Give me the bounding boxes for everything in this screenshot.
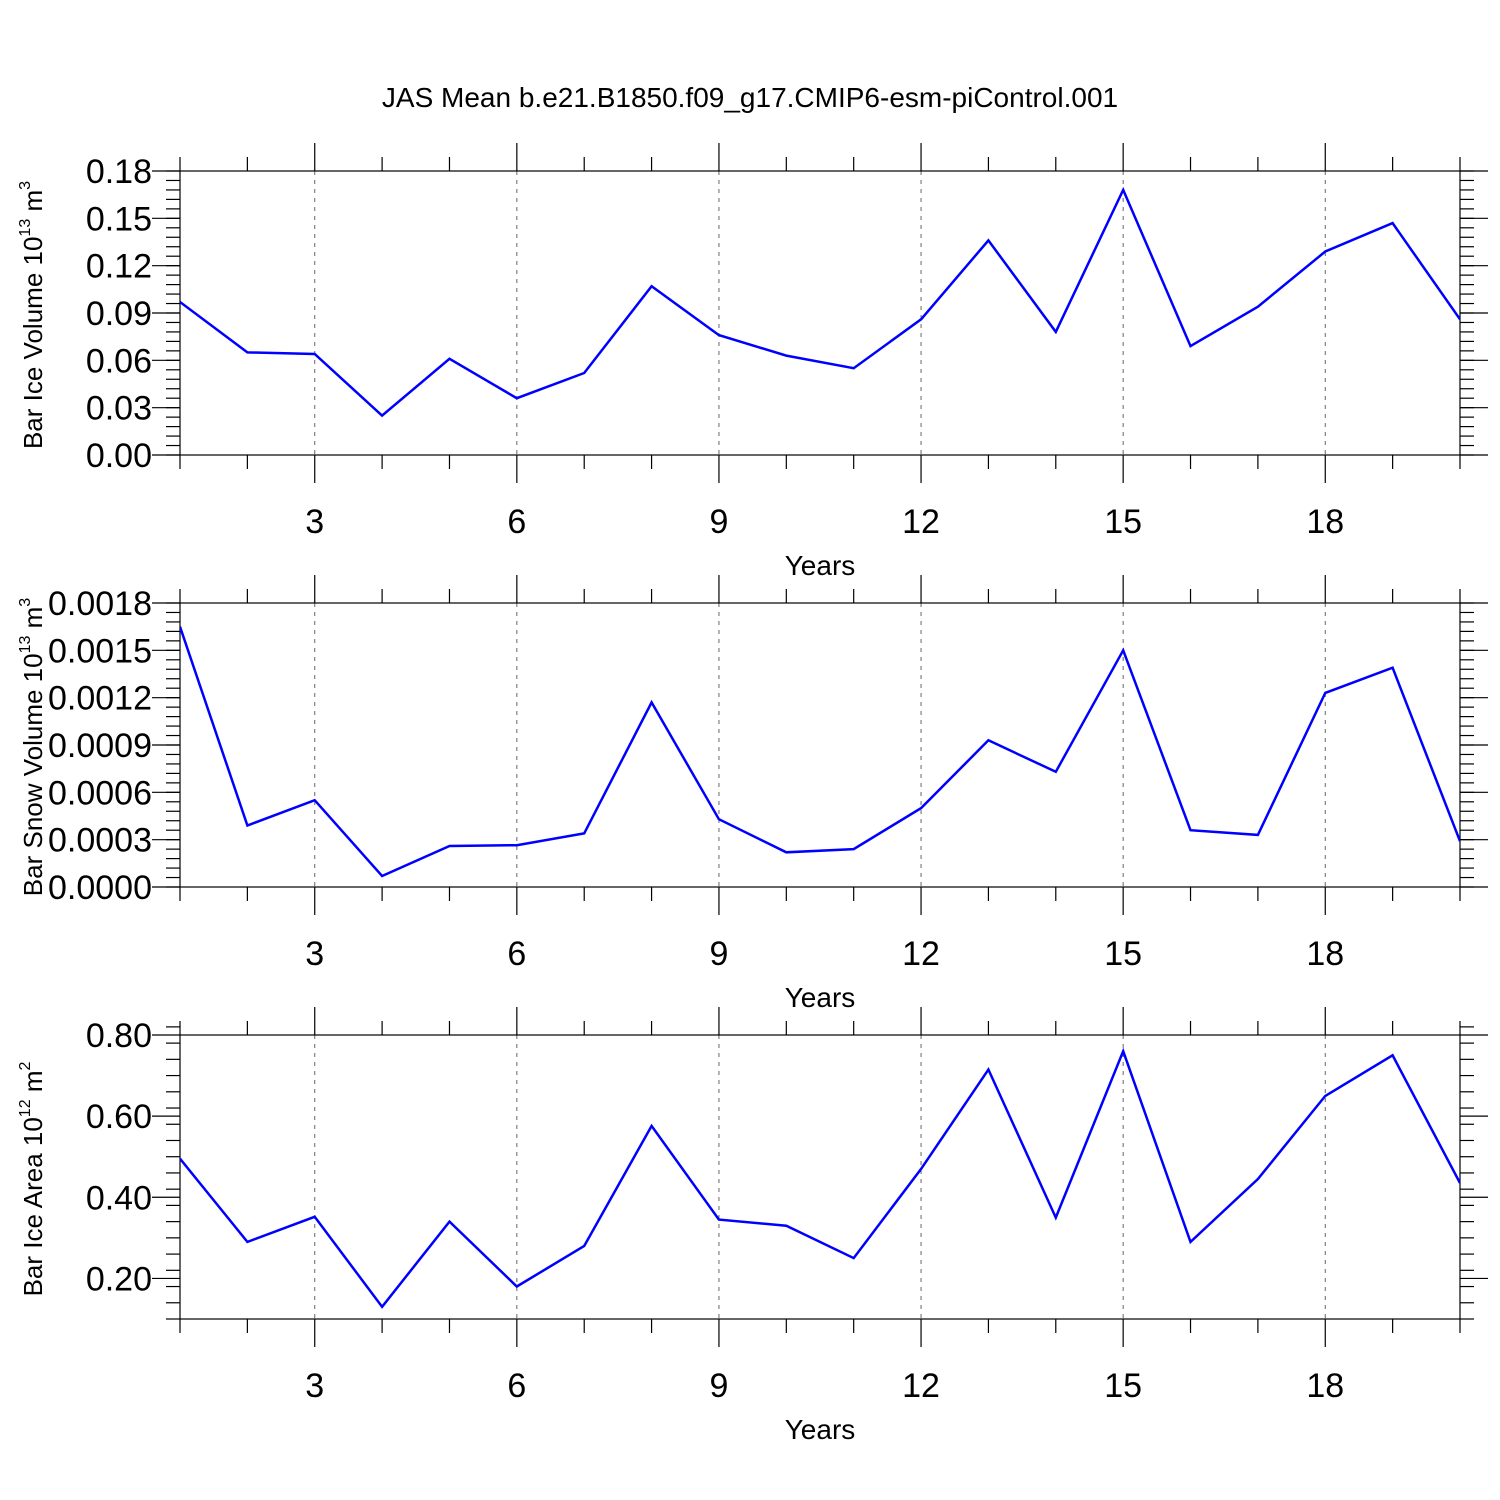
x-tick-label: 6 bbox=[507, 1367, 526, 1405]
x-tick-label: 9 bbox=[709, 935, 728, 973]
figure-title: JAS Mean b.e21.B1850.f09_g17.CMIP6-esm-p… bbox=[382, 82, 1118, 113]
panel-snow-volume: 0.0000 0.0003 0.0006 0.0009 0.0012 0.0015 0.00… bbox=[17, 575, 1488, 1013]
y-tick-label: 0.03 bbox=[86, 390, 152, 428]
x-tick-label: 9 bbox=[709, 503, 728, 541]
panels: 0.00 0.03 0.06 0.09 0.12 0.15 0.18 3 6 9 12 15 18 Yea… bbox=[17, 143, 1488, 1445]
y-tick-label: 0.12 bbox=[86, 248, 152, 286]
y-axis-label-exponent: 13 bbox=[17, 219, 34, 237]
plot-frame bbox=[179, 170, 1461, 456]
x-tick-label: 12 bbox=[902, 935, 940, 973]
y-tick-label: 0.18 bbox=[86, 153, 152, 191]
y-tick-label: 0.15 bbox=[86, 200, 152, 238]
x-tick-label: 9 bbox=[709, 1367, 728, 1405]
y-tick-label: 0.80 bbox=[86, 1017, 152, 1055]
series-line-snow-volume bbox=[180, 626, 1460, 878]
y-tick-label: 0.0003 bbox=[48, 822, 152, 860]
y-axis-label-exponent: 3 bbox=[17, 598, 34, 607]
y-tick-label: 0.40 bbox=[86, 1179, 152, 1217]
plot-frame bbox=[179, 602, 1461, 888]
y-tick-label: 0.0015 bbox=[48, 632, 152, 670]
x-tick-label: 18 bbox=[1306, 935, 1344, 973]
panel-ice-volume: 0.00 0.03 0.06 0.09 0.12 0.15 0.18 3 6 9 12 15 18 Yea… bbox=[17, 143, 1488, 581]
y-axis-label-text: m bbox=[18, 1070, 48, 1099]
y-axis-label-text: Bar Ice Area 10 bbox=[18, 1117, 48, 1296]
panel-ice-area: 0.20 0.40 0.60 0.80 3 6 9 12 15 18 Years Bar Ice Ar… bbox=[17, 1007, 1488, 1445]
y-tick-label: 0.60 bbox=[86, 1098, 152, 1136]
y-tick-label: 0.00 bbox=[86, 437, 152, 475]
y-tick-label: 0.0018 bbox=[48, 585, 152, 623]
series-line-ice-volume bbox=[180, 186, 1460, 418]
x-axis-label: Years bbox=[785, 550, 856, 581]
x-tick-label: 12 bbox=[902, 1367, 940, 1405]
y-tick-label: 0.06 bbox=[86, 342, 152, 380]
x-axis-label: Years bbox=[785, 982, 856, 1013]
series-line-ice-area bbox=[180, 1047, 1460, 1309]
y-tick-label: 0.0012 bbox=[48, 680, 152, 718]
x-axis-label: Years bbox=[785, 1414, 856, 1445]
plot-frame bbox=[179, 1034, 1461, 1320]
y-axis-label: Bar Snow Volume 1013 m3 bbox=[17, 598, 48, 897]
x-tick-label: 3 bbox=[305, 935, 324, 973]
y-axis-label: Bar Ice Volume 1013 m3 bbox=[17, 181, 48, 449]
y-tick-label: 0.09 bbox=[86, 295, 152, 333]
y-axis-label-exponent: 12 bbox=[17, 1099, 34, 1117]
y-axis-label-text: m bbox=[18, 190, 48, 219]
y-axis-label-exponent: 2 bbox=[17, 1061, 34, 1070]
x-tick-label: 3 bbox=[305, 503, 324, 541]
y-tick-label: 0.0006 bbox=[48, 774, 152, 812]
x-tick-label: 18 bbox=[1306, 503, 1344, 541]
x-tick-label: 6 bbox=[507, 503, 526, 541]
x-tick-label: 12 bbox=[902, 503, 940, 541]
x-tick-label: 6 bbox=[507, 935, 526, 973]
y-axis-label-text: Bar Snow Volume 10 bbox=[18, 653, 48, 896]
y-axis-label-exponent: 3 bbox=[17, 181, 34, 190]
x-tick-label: 15 bbox=[1104, 1367, 1142, 1405]
x-tick-label: 3 bbox=[305, 1367, 324, 1405]
y-axis-label: Bar Ice Area 1012 m2 bbox=[17, 1061, 48, 1296]
x-tick-label: 15 bbox=[1104, 503, 1142, 541]
y-tick-label: 0.20 bbox=[86, 1260, 152, 1298]
y-tick-label: 0.0000 bbox=[48, 869, 152, 907]
y-axis-label-text: m bbox=[18, 607, 48, 636]
x-tick-label: 18 bbox=[1306, 1367, 1344, 1405]
x-tick-label: 15 bbox=[1104, 935, 1142, 973]
y-axis-label-exponent: 13 bbox=[17, 635, 34, 653]
y-axis-label-text: Bar Ice Volume 10 bbox=[18, 237, 48, 449]
y-tick-label: 0.0009 bbox=[48, 727, 152, 765]
